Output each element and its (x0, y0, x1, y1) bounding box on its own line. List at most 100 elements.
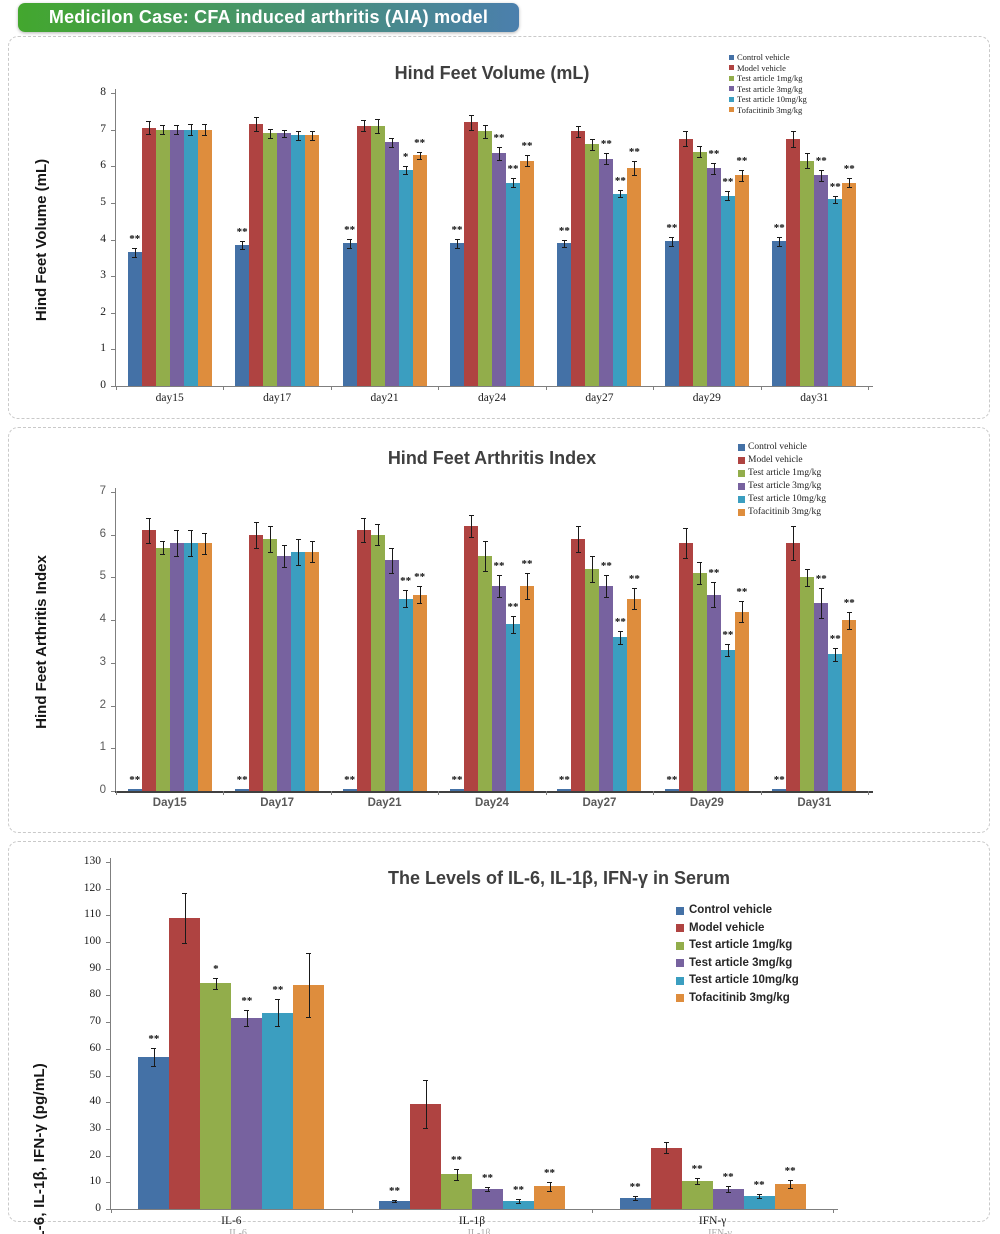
error-bar (471, 515, 472, 537)
error-bar-cap (146, 543, 152, 545)
bar-test-article-3mg-kg (712, 1188, 744, 1209)
significance-marker: ** (666, 221, 678, 234)
y-tick-label: 110 (84, 908, 101, 921)
bar-model-vehicle (141, 127, 156, 386)
error-bar-cap (202, 124, 208, 126)
panel-serum-cytokine-levels: The Levels of IL-6, IL-1β, IFN-γ in Seru… (8, 841, 990, 1234)
error-bar-cap (306, 952, 312, 954)
significance-marker: ** (558, 773, 570, 786)
x-category-label: Day15 (152, 797, 187, 809)
y-tick-label: 1 (99, 741, 106, 754)
error-bar (727, 191, 729, 200)
error-bar-cap (389, 573, 395, 575)
significance-marker: ** (451, 773, 463, 786)
x-category-label: Day17 (260, 797, 295, 809)
error-bar-cap (510, 632, 516, 634)
error-bar (790, 1179, 792, 1188)
y-tick-mark (106, 1075, 110, 1077)
legend-swatch-icon (738, 496, 745, 503)
error-bar (363, 120, 365, 132)
error-bar-cap (392, 1202, 397, 1204)
error-bar-cap (697, 157, 703, 159)
error-bar-cap (244, 1010, 250, 1012)
bar-model-vehicle (786, 138, 801, 386)
error-bar-cap (454, 1168, 459, 1170)
error-bar-cap (496, 160, 502, 162)
legend-label: Test article 3mg/kg (689, 956, 793, 969)
bar-test-article-1mg-kg (585, 144, 600, 386)
error-bar (527, 573, 528, 599)
x-category-label: day29 (692, 392, 721, 404)
error-bar-cap (375, 132, 381, 134)
x-category-label: Day24 (475, 797, 509, 809)
y-tick-mark (111, 386, 115, 387)
cutoff-label-fragment: IL-1β (467, 1228, 491, 1234)
error-bar-cap (160, 134, 166, 136)
legend-label: Test article 3mg/kg (748, 481, 822, 491)
error-bar (499, 575, 500, 597)
error-bar-cap (267, 137, 273, 139)
bar-test-article-3mg-kg (492, 153, 506, 386)
y-tick-label: 0 (100, 379, 106, 391)
significance-marker: ** (691, 1162, 703, 1175)
error-bar-cap (756, 1197, 762, 1199)
significance-marker: ** (521, 140, 533, 153)
error-bar-cap (617, 643, 623, 645)
y-tick-label: 4 (100, 232, 106, 245)
bar-test-article-1mg-kg (155, 129, 170, 386)
bar-control-vehicle (619, 1198, 651, 1209)
error-bar-cap (281, 545, 287, 547)
bar-model-vehicle (169, 918, 201, 1209)
error-bar-cap (309, 541, 315, 543)
error-bar (499, 146, 500, 160)
error-bar-cap (188, 530, 194, 532)
legend-swatch-icon (676, 994, 684, 1003)
error-bar-cap (132, 247, 138, 249)
error-bar-cap (524, 155, 530, 157)
significance-marker: ** (272, 984, 284, 997)
significance-marker: ** (708, 566, 720, 579)
error-bar (697, 1177, 699, 1185)
legend-label: Test article 3mg/kg (737, 83, 803, 94)
significance-marker: ** (628, 146, 640, 159)
legend-item: Tofacitinib 3mg/kg (676, 990, 799, 1008)
bar-test-article-10mg-kg (398, 598, 413, 791)
error-bar-cap (617, 190, 623, 192)
error-bar-cap (725, 199, 731, 201)
error-bar-cap (510, 178, 516, 180)
error-bar-cap (725, 1192, 731, 1194)
error-bar (134, 247, 136, 257)
bar-model-vehicle (141, 530, 156, 791)
legend-label: Tofacitinib 3mg/kg (737, 104, 803, 115)
bar-test-article-3mg-kg (599, 158, 614, 386)
significance-marker: ** (558, 224, 570, 237)
y-tick-label: 2 (100, 305, 106, 318)
bar-control-vehicle (664, 788, 679, 791)
y-tick-label: 100 (83, 935, 101, 948)
error-bar-cap (631, 174, 637, 176)
error-bar-cap (804, 585, 810, 587)
error-bar-cap (182, 943, 188, 945)
significance-marker: ** (521, 558, 533, 571)
error-bar (713, 581, 715, 608)
error-bar-cap (239, 249, 245, 251)
error-bar-cap (804, 568, 810, 570)
x-category-label: day21 (370, 392, 399, 404)
y-tick-mark (111, 166, 115, 168)
error-bar-cap (468, 536, 474, 538)
bar-test-article-1mg-kg (585, 568, 600, 791)
error-bar (308, 952, 310, 1017)
error-bar (190, 124, 192, 136)
error-bar (456, 1168, 458, 1180)
bar-test-article-3mg-kg (231, 1018, 263, 1209)
bar-control-vehicle (450, 788, 464, 791)
y-tick-label: 2 (99, 698, 106, 711)
error-bar-cap (739, 169, 745, 171)
error-bar-cap (417, 603, 423, 605)
error-bar (592, 556, 594, 582)
error-bar (849, 611, 851, 629)
error-bar (793, 526, 795, 561)
x-tick-mark (868, 386, 869, 390)
header-title: Medicilon Case: CFA induced arthritis (A… (48, 7, 489, 27)
error-bar-cap (267, 526, 273, 528)
